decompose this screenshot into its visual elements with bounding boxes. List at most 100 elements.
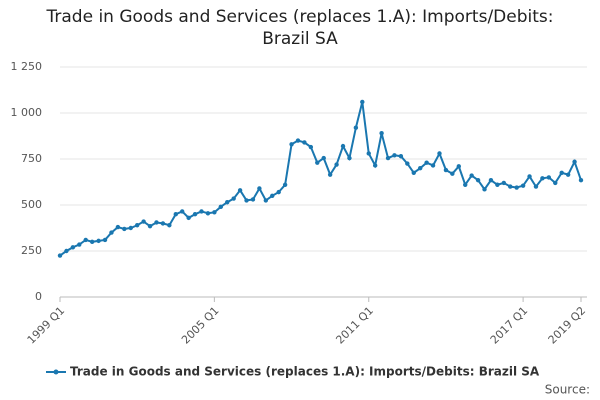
point (411, 170, 416, 175)
series-line (59, 101, 582, 257)
point (205, 211, 211, 216)
point (527, 174, 532, 179)
point (508, 184, 513, 189)
point (250, 197, 256, 202)
point (115, 224, 121, 230)
point (353, 125, 359, 130)
x-tick-label: 1999 Q1 (25, 304, 68, 347)
point (70, 245, 76, 250)
point (122, 226, 127, 232)
point (327, 172, 333, 177)
x-tick-label: 2011 Q1 (333, 304, 376, 347)
chart-title: Trade in Goods and Services (replaces 1.… (46, 7, 554, 49)
point (501, 180, 507, 186)
point (437, 151, 442, 156)
point (424, 160, 429, 165)
source: Source: (545, 383, 590, 397)
point (514, 185, 519, 190)
point (263, 198, 269, 203)
point (469, 173, 474, 178)
y-tick-label: 1 250 (11, 60, 43, 73)
point (128, 225, 133, 231)
point (340, 143, 346, 149)
point (392, 153, 397, 158)
point (89, 239, 95, 244)
point (546, 175, 552, 180)
point (282, 182, 288, 187)
point (347, 155, 352, 161)
y-tick-label: 0 (35, 290, 42, 303)
point (520, 183, 526, 188)
y-tick-label: 250 (21, 244, 42, 257)
point (96, 238, 101, 244)
legend-marker (53, 369, 59, 375)
point (553, 180, 558, 186)
point (147, 223, 153, 229)
point (572, 159, 577, 164)
point (308, 144, 314, 150)
point (405, 161, 410, 166)
point (366, 151, 371, 156)
x-tick-label: 2005 Q1 (179, 304, 222, 347)
point (540, 176, 545, 181)
y-tick-label: 500 (21, 198, 42, 211)
point (360, 99, 365, 105)
x-tick-label: 2019 Q2 (546, 304, 589, 347)
point (237, 188, 243, 193)
point (141, 219, 146, 224)
y-tick-label: 750 (21, 152, 42, 165)
point (443, 167, 449, 173)
point (372, 163, 378, 168)
point (289, 142, 294, 147)
point (186, 215, 191, 221)
point (109, 230, 114, 235)
point (231, 196, 236, 201)
point (276, 189, 281, 195)
y-tick-label: 1 000 (11, 106, 43, 119)
point (64, 248, 69, 254)
point (533, 184, 539, 189)
point (321, 155, 326, 161)
point (173, 212, 178, 217)
point (379, 131, 384, 136)
point (456, 164, 461, 169)
point (482, 187, 487, 192)
point (488, 177, 494, 183)
point (57, 253, 63, 258)
point (270, 193, 275, 198)
point (417, 166, 423, 171)
point (463, 182, 468, 187)
legend-label: Trade in Goods and Services (replaces 1.… (70, 365, 540, 379)
point (212, 210, 217, 215)
point (398, 154, 404, 159)
point (334, 162, 339, 167)
point (225, 200, 230, 205)
point (180, 209, 185, 214)
point (154, 220, 159, 225)
point (302, 140, 307, 145)
point (565, 172, 571, 177)
point (430, 163, 436, 168)
point (559, 170, 564, 175)
point (218, 204, 224, 210)
point (450, 171, 455, 176)
point (244, 198, 249, 203)
point (160, 221, 166, 226)
point (83, 237, 88, 243)
point (257, 186, 262, 191)
x-tick-label: 2017 Q1 (488, 304, 531, 347)
point (134, 223, 140, 228)
point (77, 242, 82, 247)
point (315, 160, 320, 165)
point (475, 177, 481, 183)
point (495, 182, 500, 187)
point (102, 237, 108, 243)
point (385, 155, 391, 161)
point (199, 209, 204, 214)
point (578, 177, 584, 183)
point (192, 212, 198, 217)
point (295, 138, 301, 143)
point (167, 223, 172, 228)
